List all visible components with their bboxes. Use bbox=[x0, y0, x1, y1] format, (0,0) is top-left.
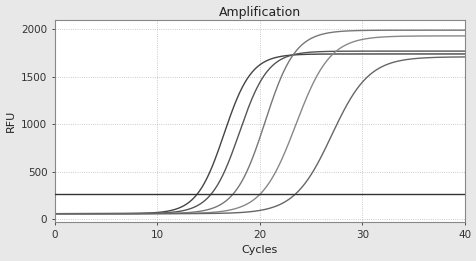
Y-axis label: RFU: RFU bbox=[6, 110, 16, 132]
Title: Amplification: Amplification bbox=[218, 5, 300, 19]
X-axis label: Cycles: Cycles bbox=[241, 245, 278, 256]
